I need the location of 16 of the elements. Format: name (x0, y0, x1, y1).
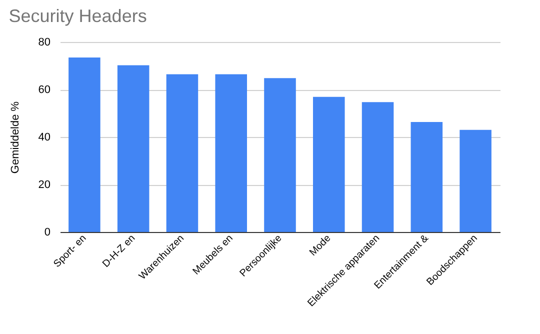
y-tick-label: 40 (38, 132, 50, 144)
bar (313, 96, 345, 232)
bar (68, 57, 100, 232)
y-tick-label: 60 (38, 84, 50, 96)
bar (117, 65, 150, 232)
bar (264, 78, 296, 232)
y-axis-title: Gemiddelde % (9, 101, 22, 174)
chart-title: Security Headers (8, 6, 147, 26)
y-tick-label: 80 (38, 36, 50, 48)
y-tick-label: 20 (38, 179, 50, 191)
bar (410, 122, 443, 232)
bar (166, 74, 198, 232)
bar (215, 74, 247, 232)
bar (460, 130, 492, 232)
y-tick-label: 0 (44, 226, 50, 238)
bar (362, 102, 394, 232)
